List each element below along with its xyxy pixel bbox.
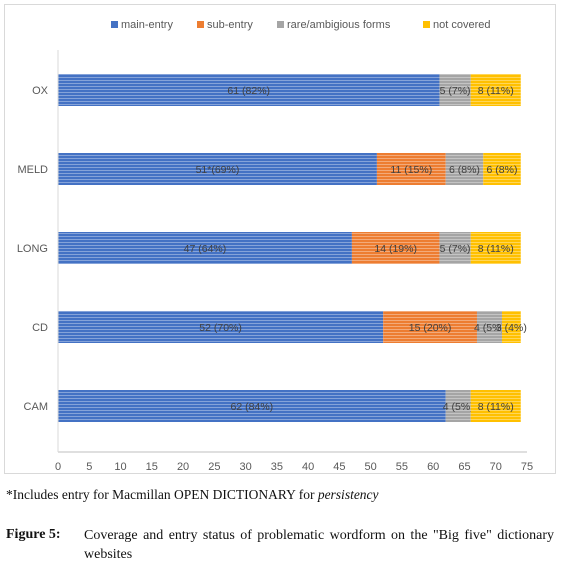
legend-swatch-3 xyxy=(423,21,430,28)
bar-texture-CAM-3 xyxy=(470,390,521,422)
x-tick-label-6: 30 xyxy=(239,461,251,473)
legend: main-entry sub-entry rare/ambigious forms n… xyxy=(111,19,490,31)
data-label-CD-1: 15 (20%) xyxy=(409,322,452,334)
bar-texture-MELD-3 xyxy=(483,153,521,185)
chart-frame: main-entry sub-entry rare/ambigious forms n… xyxy=(4,4,556,474)
figure-caption: Figure 5: Coverage and entry status of p… xyxy=(6,527,554,565)
footnote-italic: persistency xyxy=(317,487,379,502)
data-label-LONG-3: 8 (11%) xyxy=(478,243,514,255)
bars: 61 (82%) 5 (7%) 8 (11%) 51*(69%) 11 (15%) 6 (… xyxy=(58,74,527,422)
data-label-OX-0: 61 (82%) xyxy=(227,85,270,97)
x-tick-label-5: 25 xyxy=(208,461,220,473)
legend-swatch-1 xyxy=(197,21,204,28)
bar-texture-CD-2 xyxy=(476,311,502,343)
category-label-OX: OX xyxy=(32,85,49,97)
footnote: *Includes entry for Macmillan OPEN DICTI… xyxy=(6,487,556,503)
bar-texture-CAM-0 xyxy=(58,390,446,422)
bar-texture-LONG-1 xyxy=(351,232,440,264)
legend-swatch-0 xyxy=(111,21,118,28)
data-label-CAM-0: 62 (84%) xyxy=(231,401,274,413)
category-label-MELD: MELD xyxy=(17,164,48,176)
x-tick-label-4: 20 xyxy=(177,461,189,473)
data-label-MELD-2: 6 (8%) xyxy=(449,164,480,176)
y-axis: OX MELD LONG CD CAM xyxy=(17,85,49,413)
bar-texture-MELD-0 xyxy=(58,153,377,185)
data-label-CD-0: 52 (70%) xyxy=(199,322,242,334)
x-axis: 0 5 10 15 20 25 30 35 40 45 50 55 60 65 70 75 xyxy=(55,50,533,473)
category-label-CAM: CAM xyxy=(24,401,48,413)
bar-texture-LONG-3 xyxy=(470,232,521,264)
bar-texture-OX-2 xyxy=(439,74,471,106)
data-label-OX-3: 8 (11%) xyxy=(478,85,514,97)
x-tick-label-8: 40 xyxy=(302,461,314,473)
category-label-LONG: LONG xyxy=(17,243,48,255)
bar-texture-OX-3 xyxy=(470,74,521,106)
legend-label-2: rare/ambigious forms xyxy=(287,19,391,31)
data-label-MELD-1: 11 (15%) xyxy=(390,164,432,176)
x-tick-label-14: 70 xyxy=(490,461,502,473)
bar-texture-MELD-1 xyxy=(376,153,446,185)
x-tick-label-0: 0 xyxy=(55,461,61,473)
data-label-LONG-1: 14 (19%) xyxy=(374,243,417,255)
x-tick-label-13: 65 xyxy=(458,461,470,473)
data-label-MELD-3: 6 (8%) xyxy=(487,164,518,176)
legend-label-0: main-entry xyxy=(121,19,173,31)
legend-swatch-2 xyxy=(277,21,284,28)
bar-texture-MELD-2 xyxy=(445,153,484,185)
legend-label-3: not covered xyxy=(433,19,490,31)
category-label-CD: CD xyxy=(32,322,48,334)
legend-label-1: sub-entry xyxy=(207,19,253,31)
x-tick-label-3: 15 xyxy=(146,461,158,473)
x-tick-label-11: 55 xyxy=(396,461,408,473)
data-label-OX-2: 5 (7%) xyxy=(440,85,471,97)
caption-text: Coverage and entry status of problematic… xyxy=(84,528,554,562)
data-label-CD-2: 4 (5%) xyxy=(474,322,505,334)
bar-texture-CD-1 xyxy=(383,311,477,343)
bar-texture-CD-0 xyxy=(58,311,384,343)
bar-texture-LONG-2 xyxy=(439,232,471,264)
x-tick-label-1: 5 xyxy=(86,461,92,473)
data-label-CD-3: 3 (4%) xyxy=(496,322,527,334)
data-label-CAM-2: 4 (5%) xyxy=(443,401,474,413)
caption-label: Figure 5: xyxy=(6,527,61,542)
data-label-CAM-3: 8 (11%) xyxy=(478,401,514,413)
x-tick-label-10: 50 xyxy=(365,461,377,473)
x-tick-label-15: 75 xyxy=(521,461,533,473)
data-label-MELD-0: 51*(69%) xyxy=(196,164,240,176)
data-label-LONG-0: 47 (64%) xyxy=(184,243,227,255)
x-tick-label-7: 35 xyxy=(271,461,283,473)
bar-texture-CAM-2 xyxy=(445,390,471,422)
bar-texture-OX-0 xyxy=(58,74,440,106)
bar-texture-LONG-0 xyxy=(58,232,352,264)
stacked-bar-chart: main-entry sub-entry rare/ambigious forms n… xyxy=(17,19,533,473)
data-label-LONG-2: 5 (7%) xyxy=(440,243,471,255)
x-tick-label-9: 45 xyxy=(333,461,345,473)
x-tick-label-12: 60 xyxy=(427,461,439,473)
bar-texture-CD-3 xyxy=(501,311,521,343)
x-tick-label-2: 10 xyxy=(114,461,126,473)
footnote-text: *Includes entry for Macmillan OPEN DICTI… xyxy=(6,487,318,502)
